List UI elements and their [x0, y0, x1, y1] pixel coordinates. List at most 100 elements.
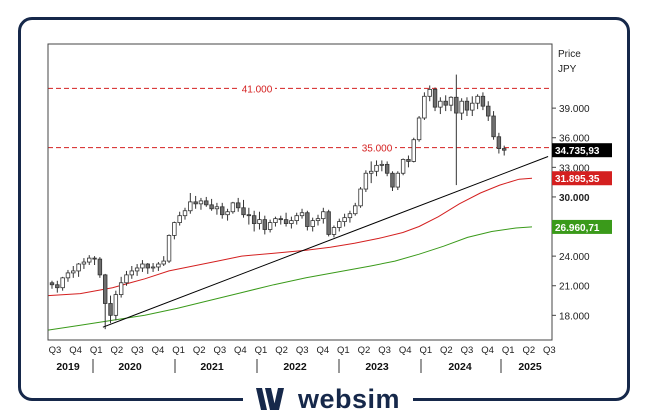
x-year-label: 2023	[365, 361, 389, 373]
x-tick-label: Q2	[358, 345, 371, 356]
candle-body-up	[315, 218, 321, 222]
candle	[443, 95, 448, 112]
candle	[262, 215, 267, 235]
candle	[310, 217, 315, 232]
x-tick-label: Q2	[193, 345, 206, 356]
candle-body-up	[60, 277, 65, 289]
candle	[374, 160, 379, 177]
y-tick-label: 18.000	[559, 311, 590, 322]
x-tick-label: Q3	[213, 345, 226, 356]
candle-body-up	[188, 201, 193, 212]
candle	[209, 198, 214, 211]
candle	[150, 263, 156, 272]
x-tick-label: Q1	[337, 345, 350, 356]
candle-body-up	[87, 257, 92, 263]
candle	[411, 137, 416, 163]
candle	[283, 212, 289, 227]
candle-body-up	[65, 272, 71, 279]
candle-body-down	[97, 258, 103, 276]
candle-body-down	[55, 284, 60, 289]
candle	[113, 290, 119, 321]
candle-body-up	[299, 212, 305, 217]
x-tick-label: Q1	[419, 345, 432, 356]
candle-body-up	[310, 220, 315, 227]
x-tick-label: Q4	[69, 345, 82, 356]
plot-border	[47, 43, 553, 341]
x-tick-label: Q3	[296, 345, 309, 356]
candle	[501, 145, 507, 156]
candle-body-up	[81, 261, 87, 265]
candle	[81, 258, 87, 269]
x-year-label: 2025	[518, 361, 542, 373]
candle-body-up	[177, 215, 182, 223]
candle-body-up	[118, 282, 124, 296]
candle-body-down	[406, 159, 411, 162]
y-tick-label: 39.000	[559, 104, 590, 115]
candle	[220, 202, 225, 219]
candle	[390, 171, 395, 192]
candle	[379, 160, 385, 172]
candle	[326, 209, 331, 237]
candle	[427, 85, 432, 102]
candle-body-down	[486, 105, 491, 117]
x-tick-label: Q1	[172, 345, 185, 356]
candle	[214, 202, 220, 215]
axis-layer: 18.00021.00024.00027.00030.00033.00036.0…	[47, 43, 590, 373]
candle-body-up	[129, 270, 134, 276]
candle	[337, 218, 342, 232]
candle	[278, 215, 283, 225]
candle-body-up	[124, 274, 129, 284]
candle	[65, 269, 71, 282]
candle	[129, 266, 134, 279]
candle-body-up	[140, 263, 145, 269]
candle-body-up	[470, 102, 475, 111]
candle-body-up	[459, 100, 464, 114]
x-tick-label: Q2	[440, 345, 453, 356]
x-year-label: 2019	[56, 361, 80, 373]
candle	[496, 132, 502, 154]
candle	[491, 111, 496, 140]
candle-body-down	[108, 303, 113, 316]
candle	[145, 263, 150, 274]
candle-body-down	[278, 218, 283, 221]
candle-body-up	[347, 213, 353, 219]
candle-body-down	[432, 88, 438, 108]
candle-layer	[49, 74, 507, 330]
candle	[368, 161, 374, 184]
candle	[55, 280, 60, 293]
candle-body-down	[501, 148, 507, 151]
candle-body-up	[337, 221, 342, 228]
candle-body-up	[267, 222, 273, 230]
price-tag	[552, 143, 612, 158]
price-tag-label: 34.735,93	[555, 146, 600, 157]
candle-body-down	[496, 136, 502, 149]
candle-body-up	[368, 170, 374, 174]
candle	[87, 255, 92, 266]
trendline-line	[102, 156, 549, 328]
candle-body-down	[145, 263, 150, 269]
candle	[299, 208, 305, 219]
candle-body-up	[230, 202, 236, 213]
candle-body-up	[71, 270, 76, 274]
candle	[331, 225, 337, 238]
candle	[166, 234, 172, 264]
candle	[363, 170, 369, 192]
price-tag-label: 31.895,35	[555, 174, 600, 185]
candle	[475, 94, 480, 110]
candle-body-up	[273, 218, 278, 223]
x-tick-label: Q4	[481, 345, 494, 356]
candle-body-up	[134, 267, 140, 272]
moving-average-line	[47, 226, 533, 331]
candle	[230, 201, 236, 214]
x-tick-label: Q4	[152, 345, 165, 356]
candle	[103, 273, 108, 330]
candle-body-down	[454, 96, 459, 114]
candle	[289, 216, 294, 229]
candle-body-up	[321, 211, 326, 220]
candle-body-up	[438, 100, 443, 108]
trendline-layer	[102, 156, 549, 328]
candle	[406, 155, 411, 168]
brand-name: websim	[297, 383, 401, 414]
reference-label: 35.000	[362, 144, 393, 155]
candle-body-up	[214, 206, 220, 210]
